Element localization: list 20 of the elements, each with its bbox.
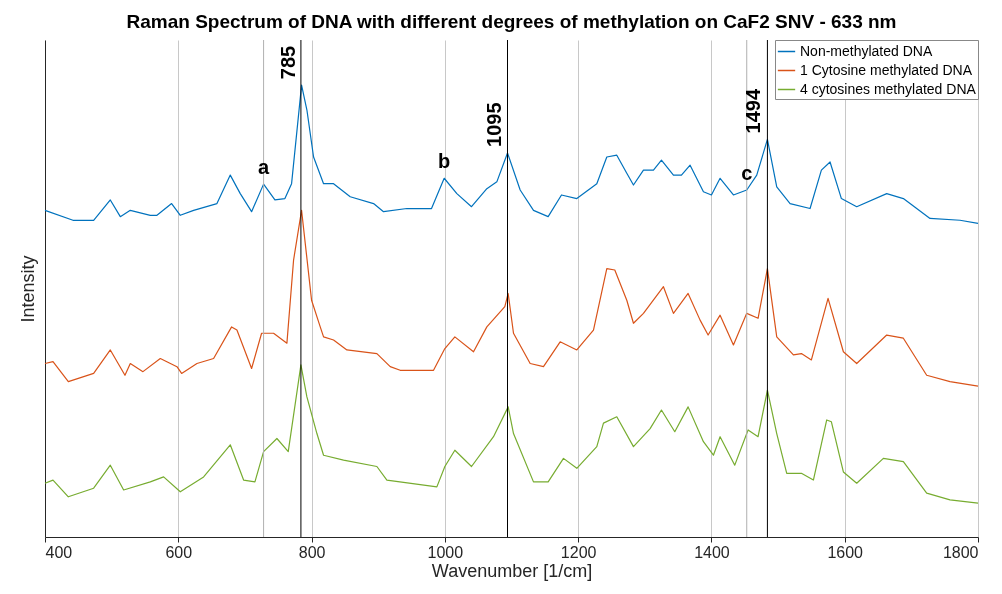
legend-label: Non-methylated DNA bbox=[800, 42, 933, 59]
y-axis-title: Intensity bbox=[17, 255, 38, 323]
x-tick-label: 1200 bbox=[560, 543, 597, 561]
x-tick-label: 1400 bbox=[694, 543, 730, 561]
annotation: 1095 bbox=[482, 102, 505, 147]
x-tick-label: 1600 bbox=[827, 543, 864, 561]
x-axis-title: Wavenumber [1/cm] bbox=[431, 560, 593, 581]
x-tick-label: 1000 bbox=[427, 543, 464, 561]
annotation: 785 bbox=[276, 45, 299, 80]
chart-title: Raman Spectrum of DNA with different degrees of methylation on CaF2 SNV - 633 nm bbox=[126, 10, 897, 32]
annotation: a bbox=[258, 156, 271, 179]
x-tick-label: 800 bbox=[298, 543, 326, 561]
annotation: 1494 bbox=[742, 88, 765, 134]
x-tick-label: 1800 bbox=[942, 543, 979, 561]
annotation: c bbox=[741, 162, 753, 184]
annotation: b bbox=[438, 150, 451, 173]
legend-label: 1 Cytosine methylated DNA bbox=[800, 61, 973, 78]
x-tick-label: 600 bbox=[165, 543, 193, 561]
legend-label: 4 cytosines methylated DNA bbox=[800, 80, 977, 97]
x-tick-label: 400 bbox=[45, 543, 73, 561]
